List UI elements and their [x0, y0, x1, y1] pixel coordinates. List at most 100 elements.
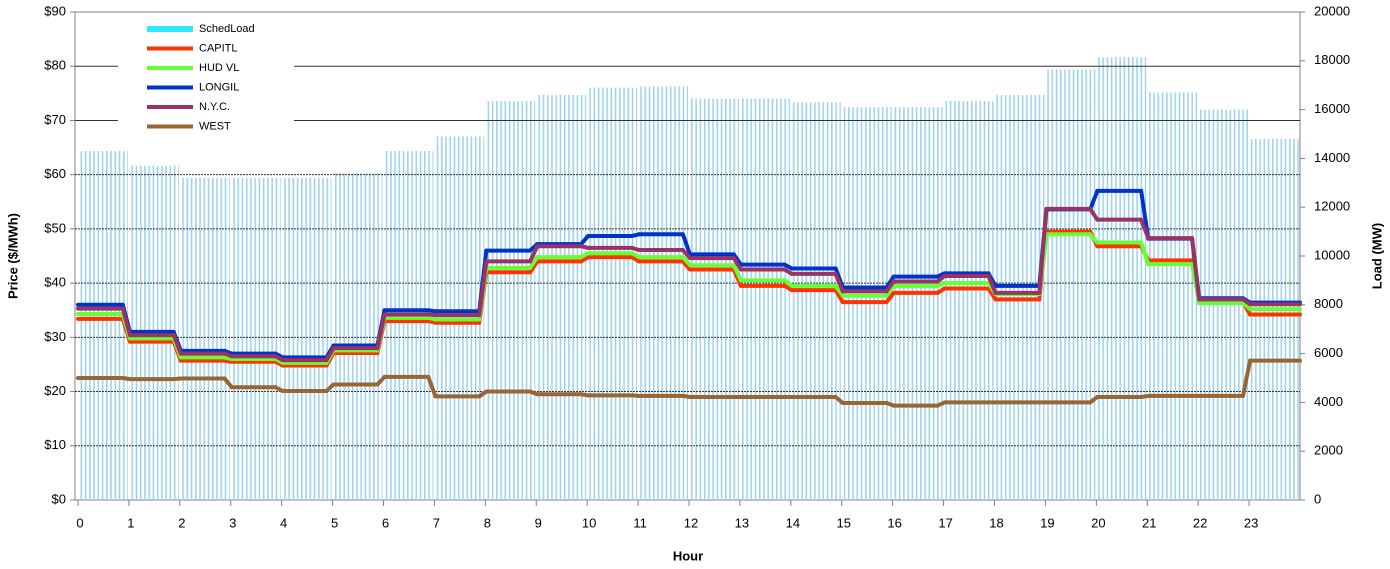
legend-label: HUD VL: [199, 62, 239, 74]
legend-label: N.Y.C.: [199, 101, 230, 113]
x-tick-label: 13: [735, 515, 749, 530]
x-tick-label: 6: [382, 515, 389, 530]
y2-tick-label: 2000: [1314, 443, 1343, 458]
x-tick-label: 19: [1040, 515, 1054, 530]
y-tick-label: $0: [52, 491, 66, 506]
step-connector: [1088, 188, 1100, 212]
load-bar: [790, 102, 841, 500]
legend-label: WEST: [199, 120, 231, 132]
x-tick-label: 16: [887, 515, 901, 530]
y2-tick-label: 16000: [1314, 101, 1350, 116]
step-connector: [324, 346, 336, 363]
legend-label: SchedLoad: [199, 23, 255, 35]
step-connector: [375, 312, 387, 351]
y-tick-label: $10: [44, 437, 66, 452]
step-connector: [528, 244, 540, 264]
x-tick-label: 20: [1091, 515, 1105, 530]
step-connector: [171, 333, 183, 356]
load-bar: [739, 98, 790, 501]
y-tick-label: $70: [44, 112, 66, 127]
load-bar: [179, 177, 230, 501]
load-bar: [892, 107, 943, 500]
y2-axis-label: Load (MW): [1369, 223, 1384, 289]
step-connector: [986, 274, 998, 295]
step-connector: [884, 279, 896, 294]
load-bar: [230, 177, 281, 501]
y2-tick-label: 8000: [1314, 296, 1343, 311]
load-bar: [281, 177, 332, 501]
x-tick-label: 11: [633, 515, 647, 530]
y2-tick-label: 12000: [1314, 199, 1350, 214]
load-bar: [536, 94, 587, 501]
step-connector: [1240, 358, 1253, 398]
legend-box: [118, 16, 294, 136]
load-bar: [1147, 92, 1198, 501]
step-connector: [1139, 217, 1151, 241]
x-tick-label: 17: [938, 515, 952, 530]
step-connector: [1139, 240, 1151, 267]
legend-label: LONGIL: [199, 81, 239, 93]
y-tick-label: $60: [44, 166, 66, 181]
legend: SchedLoad CAPITL HUD VL LONGIL N.Y.C. WEST: [118, 16, 294, 136]
load-bar: [332, 173, 383, 501]
x-tick-label: 15: [837, 515, 851, 530]
load-bar: [1249, 138, 1299, 500]
y2-tick-label: 10000: [1314, 247, 1350, 262]
load-bar: [1096, 57, 1147, 500]
step-connector: [528, 259, 540, 275]
y-tick-label: $50: [44, 220, 66, 235]
step-connector: [833, 288, 845, 305]
x-tick-label: 7: [433, 515, 440, 530]
step-connector: [1190, 236, 1202, 302]
load-bar: [587, 87, 638, 500]
load-bar: [638, 86, 688, 501]
load-bar: [1045, 69, 1096, 500]
step-connector: [833, 271, 845, 294]
step-connector: [1088, 206, 1100, 222]
x-tick-label: 8: [484, 515, 491, 530]
y-tick-label: $20: [44, 383, 66, 398]
y-tick-label: $90: [44, 3, 66, 18]
x-axis-label: Hour: [673, 548, 703, 563]
step-connector: [731, 256, 743, 272]
x-tick-label: 1: [127, 515, 134, 530]
x-tick-label: 10: [582, 515, 596, 530]
load-bar: [485, 101, 536, 500]
x-tick-label: 18: [989, 515, 1003, 530]
step-connector: [528, 255, 540, 270]
y2-tick-label: 0: [1314, 491, 1321, 506]
load-bar: [78, 151, 128, 500]
step-connector: [884, 283, 896, 298]
step-connector: [1037, 206, 1049, 295]
x-tick-label: 12: [684, 515, 698, 530]
x-tick-label: 4: [280, 515, 287, 530]
y2-tick-label: 20000: [1314, 3, 1350, 18]
legend-label: CAPITL: [199, 42, 238, 54]
x-tick-label: 23: [1244, 515, 1258, 530]
load-bar: [689, 98, 739, 501]
step-connector: [884, 274, 896, 290]
y-tick-label: $30: [44, 329, 66, 344]
x-tick-label: 0: [76, 515, 83, 530]
y-axis-label: Price ($/MWh): [5, 213, 20, 299]
step-connector: [731, 252, 743, 267]
y2-tick-label: 6000: [1314, 345, 1343, 360]
step-connector: [731, 263, 743, 283]
step-connector: [426, 374, 438, 399]
y2-tick-label: 18000: [1314, 52, 1350, 67]
y2-tick-label: 14000: [1314, 150, 1350, 165]
x-tick-label: 14: [786, 515, 800, 530]
step-connector: [120, 306, 132, 338]
x-tick-label: 2: [178, 515, 185, 530]
x-tick-label: 3: [229, 515, 236, 530]
step-connector: [680, 232, 693, 257]
y-tick-label: $80: [44, 58, 66, 73]
x-tick-label: 9: [535, 515, 542, 530]
y-tick-label: $40: [44, 275, 66, 290]
x-tick-label: 22: [1193, 515, 1207, 530]
load-bar: [383, 151, 434, 500]
step-connector: [477, 259, 489, 318]
load-bar: [943, 101, 994, 500]
y2-tick-label: 4000: [1314, 394, 1343, 409]
step-connector: [986, 286, 998, 302]
